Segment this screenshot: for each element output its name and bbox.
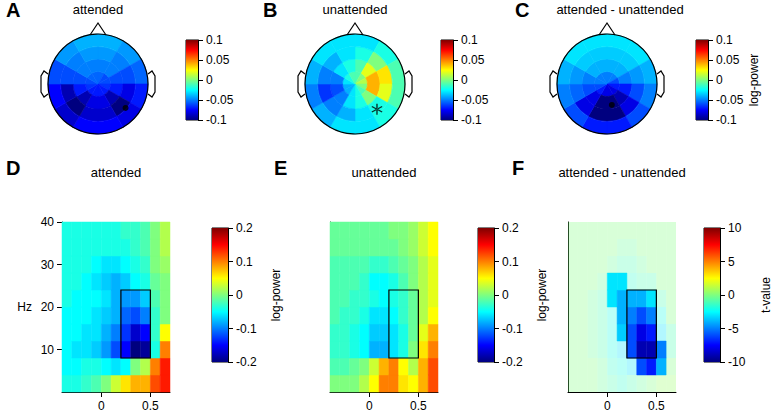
svg-text:B: B (263, 0, 277, 21)
svg-text:-0.05: -0.05 (461, 93, 489, 107)
svg-text:0: 0 (366, 399, 373, 413)
svg-text:-0.1: -0.1 (461, 113, 482, 127)
svg-text:log-power: log-power (535, 269, 549, 322)
svg-text:10: 10 (728, 221, 742, 235)
svg-text:-0.05: -0.05 (206, 93, 234, 107)
svg-text:unattended: unattended (322, 2, 387, 17)
svg-text:-0.05: -0.05 (716, 93, 744, 107)
svg-text:C: C (515, 0, 529, 21)
svg-text:0.1: 0.1 (716, 33, 733, 47)
svg-text:log-power: log-power (747, 54, 761, 107)
svg-text:0.2: 0.2 (236, 221, 253, 235)
svg-text:unattended: unattended (351, 165, 416, 180)
svg-text:0.5: 0.5 (648, 399, 665, 413)
svg-text:-5: -5 (728, 322, 739, 336)
svg-text:Hz: Hz (17, 300, 32, 314)
svg-text:-0.1: -0.1 (236, 322, 257, 336)
svg-text:10: 10 (41, 343, 55, 357)
svg-text:-0.2: -0.2 (502, 355, 523, 369)
svg-text:30: 30 (41, 258, 55, 272)
svg-text:0: 0 (728, 288, 735, 302)
svg-text:5: 5 (728, 255, 735, 269)
svg-text:attended - unattended: attended - unattended (556, 2, 683, 17)
svg-text:0.1: 0.1 (206, 33, 223, 47)
svg-text:log-power: log-power (269, 269, 283, 322)
svg-text:0: 0 (98, 399, 105, 413)
svg-text:0.1: 0.1 (236, 255, 253, 269)
svg-text:0: 0 (461, 73, 468, 87)
svg-text:20: 20 (41, 300, 55, 314)
svg-text:0: 0 (206, 73, 213, 87)
svg-text:-0.1: -0.1 (716, 113, 737, 127)
svg-text:attended - unattended: attended - unattended (558, 165, 685, 180)
svg-text:0.5: 0.5 (410, 399, 427, 413)
svg-text:attended: attended (91, 165, 142, 180)
svg-text:E: E (274, 157, 287, 179)
svg-text:0: 0 (502, 288, 509, 302)
svg-text:0.1: 0.1 (461, 33, 478, 47)
svg-text:0.05: 0.05 (461, 53, 485, 67)
svg-text:-0.1: -0.1 (206, 113, 227, 127)
svg-text:0: 0 (716, 73, 723, 87)
svg-text:-0.1: -0.1 (502, 322, 523, 336)
svg-text:0.05: 0.05 (716, 53, 740, 67)
svg-text:0: 0 (604, 399, 611, 413)
svg-text:40: 40 (41, 215, 55, 229)
svg-text:-10: -10 (728, 355, 746, 369)
svg-text:-0.2: -0.2 (236, 355, 257, 369)
svg-text:0.05: 0.05 (206, 53, 230, 67)
svg-text:0.2: 0.2 (502, 221, 519, 235)
svg-text:0: 0 (236, 288, 243, 302)
svg-text:0.1: 0.1 (502, 255, 519, 269)
svg-text:0.5: 0.5 (142, 399, 159, 413)
svg-text:attended: attended (73, 2, 124, 17)
svg-text:t-value: t-value (759, 277, 773, 313)
svg-text:F: F (512, 157, 524, 179)
svg-text:D: D (6, 157, 20, 179)
svg-text:A: A (6, 0, 20, 21)
